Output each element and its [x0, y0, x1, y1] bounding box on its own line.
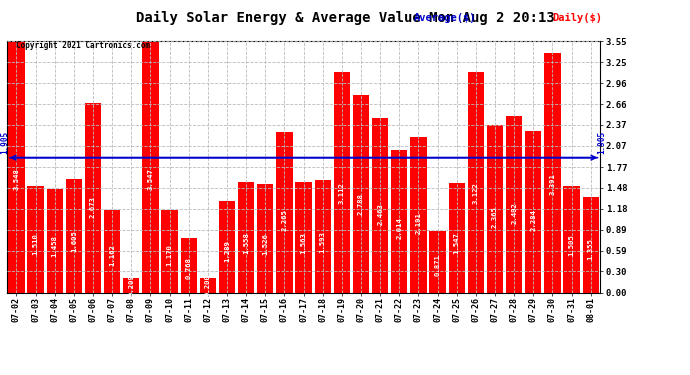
- Text: 3.122: 3.122: [473, 182, 479, 204]
- Text: Daily Solar Energy & Average Value Mon Aug 2 20:13: Daily Solar Energy & Average Value Mon A…: [136, 11, 554, 26]
- Text: 0.871: 0.871: [435, 254, 441, 276]
- Bar: [66, 179, 82, 292]
- Bar: [28, 186, 43, 292]
- Text: 2.365: 2.365: [492, 206, 498, 228]
- Text: 1.563: 1.563: [301, 232, 306, 254]
- Bar: [104, 210, 120, 292]
- Text: 1.905: 1.905: [598, 131, 607, 154]
- Bar: [219, 201, 235, 292]
- Bar: [411, 137, 426, 292]
- Bar: [142, 42, 159, 292]
- Text: 1.458: 1.458: [52, 235, 58, 257]
- Text: Daily($): Daily($): [552, 13, 602, 23]
- Bar: [525, 131, 542, 292]
- Bar: [8, 41, 25, 292]
- Bar: [468, 72, 484, 292]
- Text: 0.209: 0.209: [128, 274, 135, 296]
- Text: 1.905: 1.905: [1, 131, 10, 154]
- Bar: [161, 210, 178, 292]
- Text: 3.547: 3.547: [148, 169, 153, 190]
- Bar: [448, 183, 465, 292]
- Text: 0.768: 0.768: [186, 257, 192, 279]
- Text: 1.558: 1.558: [243, 232, 249, 254]
- Text: 1.505: 1.505: [569, 234, 575, 255]
- Bar: [315, 180, 331, 292]
- Bar: [487, 125, 503, 292]
- Text: 1.355: 1.355: [588, 238, 593, 260]
- Text: 2.014: 2.014: [396, 217, 402, 239]
- Bar: [372, 118, 388, 292]
- Text: 3.548: 3.548: [14, 169, 19, 190]
- Bar: [238, 182, 255, 292]
- Text: 1.526: 1.526: [262, 233, 268, 255]
- Bar: [334, 72, 350, 292]
- Bar: [85, 104, 101, 292]
- Bar: [353, 95, 369, 292]
- Bar: [506, 116, 522, 292]
- Bar: [276, 132, 293, 292]
- Text: 1.547: 1.547: [454, 232, 460, 254]
- Bar: [124, 278, 139, 292]
- Text: 2.284: 2.284: [531, 209, 536, 231]
- Text: 2.265: 2.265: [282, 209, 288, 231]
- Bar: [429, 231, 446, 292]
- Text: Copyright 2021 Cartronics.com: Copyright 2021 Cartronics.com: [17, 41, 150, 50]
- Bar: [295, 182, 312, 292]
- Text: 1.170: 1.170: [166, 244, 172, 266]
- Text: 1.510: 1.510: [32, 234, 39, 255]
- Bar: [181, 238, 197, 292]
- Text: 2.673: 2.673: [90, 196, 96, 218]
- Text: 2.191: 2.191: [415, 212, 422, 234]
- Text: Average($): Average($): [414, 13, 477, 23]
- Text: 1.593: 1.593: [319, 231, 326, 253]
- Text: 1.289: 1.289: [224, 240, 230, 262]
- Text: 2.463: 2.463: [377, 203, 383, 225]
- Text: 3.112: 3.112: [339, 183, 345, 204]
- Text: 2.788: 2.788: [358, 193, 364, 214]
- Text: 1.605: 1.605: [71, 231, 77, 252]
- Bar: [564, 186, 580, 292]
- Bar: [391, 150, 407, 292]
- Text: 2.492: 2.492: [511, 202, 518, 224]
- Text: 3.391: 3.391: [549, 174, 555, 195]
- Text: 1.162: 1.162: [109, 244, 115, 266]
- Text: 0.200: 0.200: [205, 274, 211, 296]
- Bar: [582, 196, 599, 292]
- Bar: [544, 53, 560, 292]
- Bar: [200, 278, 216, 292]
- Bar: [257, 184, 273, 292]
- Bar: [47, 189, 63, 292]
